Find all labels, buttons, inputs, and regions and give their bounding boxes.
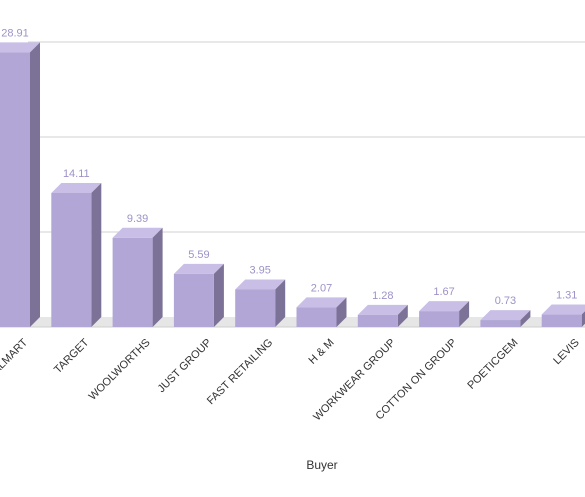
value-labels: 28.91 14.11 9.39 5.59 3.95 2.07 1.28 1.67 0.73 1.… <box>1 27 577 307</box>
bar <box>235 279 286 327</box>
bar-side <box>520 310 531 327</box>
bar-side <box>459 301 470 327</box>
x-tick-label: WALMART <box>0 336 30 383</box>
bar-front <box>0 52 30 327</box>
bar-side <box>213 263 224 327</box>
bar-front <box>296 307 337 327</box>
bar-front <box>235 289 276 327</box>
x-tick-label: H & M <box>307 337 337 367</box>
bar-front <box>51 192 92 327</box>
bar <box>296 297 347 327</box>
bar-top <box>419 301 470 312</box>
value-label: 2.07 <box>311 282 332 294</box>
value-label: 3.95 <box>249 264 270 276</box>
x-tick-label: TARGET <box>52 336 92 376</box>
bar-side <box>397 304 408 327</box>
bar-side <box>91 182 102 327</box>
bar-front <box>541 314 582 327</box>
bar-side <box>152 227 163 327</box>
x-tick-label: WOOLWORTHS <box>87 337 153 403</box>
x-tick-label: JUST GROUP <box>156 337 214 395</box>
value-label: 5.59 <box>188 249 209 261</box>
x-tick-label: LEVIS <box>551 337 582 368</box>
bar <box>0 42 40 327</box>
bar-front <box>419 311 460 327</box>
bar-top <box>173 263 224 274</box>
bar <box>112 227 163 327</box>
bar-top <box>51 182 102 193</box>
value-label: 0.73 <box>495 295 516 307</box>
x-tick-label: FAST RETAILING <box>205 337 275 407</box>
gridlines <box>28 41 585 233</box>
bars <box>0 42 585 327</box>
bar-top <box>357 304 408 315</box>
bar-top <box>235 279 286 290</box>
bar-front <box>112 237 153 327</box>
bar <box>480 310 531 327</box>
x-tick-label: POETICGEM <box>465 337 520 392</box>
bar-top <box>480 310 531 321</box>
x-axis-title: Buyer <box>306 458 337 472</box>
bar <box>419 301 470 327</box>
bar <box>173 263 224 327</box>
bar-front <box>357 314 398 327</box>
value-label: 9.39 <box>127 213 148 225</box>
bar <box>541 304 585 327</box>
value-label: 28.91 <box>1 27 29 39</box>
bar-side <box>30 42 40 327</box>
bar-side <box>336 297 347 327</box>
bar-side <box>275 279 286 327</box>
bar <box>51 182 102 327</box>
bar-top <box>0 42 40 53</box>
bar-side <box>581 311 585 327</box>
bar-front <box>173 273 214 327</box>
value-label: 1.67 <box>433 286 454 298</box>
bar-top <box>541 304 585 315</box>
value-label: 1.28 <box>372 290 393 302</box>
value-label: 14.11 <box>63 168 90 180</box>
bar-front <box>480 320 521 327</box>
value-label: 1.31 <box>556 290 577 302</box>
bar-top <box>296 297 347 308</box>
bar <box>357 304 408 327</box>
bar-top <box>112 227 163 238</box>
